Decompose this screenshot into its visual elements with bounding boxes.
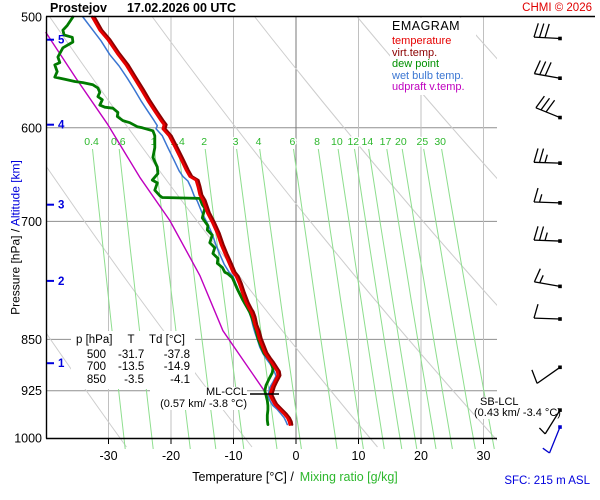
svg-text:20: 20 xyxy=(395,136,407,148)
svg-text:-30: -30 xyxy=(99,449,117,463)
svg-text:0.4: 0.4 xyxy=(84,136,99,148)
y-axis-caption-pressure: Pressure [hPa] / xyxy=(8,226,23,315)
svg-text:20: 20 xyxy=(414,449,428,463)
table-cell: -13.5 xyxy=(118,361,145,373)
ml-ccl-label: ML-CCL xyxy=(206,386,247,398)
table-header-cell: Td [°C] xyxy=(149,334,185,346)
svg-text:5: 5 xyxy=(58,35,65,47)
x-axis-caption-mixing-ratio: Mixing ratio [g/kg] xyxy=(299,470,398,484)
svg-text:3: 3 xyxy=(233,136,239,148)
svg-text:600: 600 xyxy=(21,121,42,135)
svg-text:12: 12 xyxy=(347,136,359,148)
y-axis-caption-altitude: Altitude [km] xyxy=(8,160,23,227)
pressure-axis-labels: 500 600 700 850 925 1000 xyxy=(14,11,42,446)
legend-item: virt.temp. xyxy=(392,46,438,59)
svg-text:3: 3 xyxy=(58,200,64,212)
svg-text:14: 14 xyxy=(362,136,374,148)
svg-text:1000: 1000 xyxy=(14,432,42,446)
svg-text:25: 25 xyxy=(417,136,429,148)
legend-items: temperature virt.temp. dew point wet bulb t… xyxy=(392,35,474,94)
legend-item: udpraft v.temp. xyxy=(392,81,465,93)
svg-text:1: 1 xyxy=(58,358,65,370)
svg-text:-20: -20 xyxy=(162,449,180,463)
x-axis-caption-temperature: Temperature [°C] / xyxy=(192,470,294,484)
temperature-curve xyxy=(90,15,292,426)
legend-title: EMAGRAM xyxy=(392,19,461,33)
table-cell: 500 xyxy=(86,348,106,361)
x-axis-caption: Temperature [°C] / Mixing ratio [g/kg] xyxy=(170,470,420,484)
table-header-cell: T xyxy=(127,334,135,346)
svg-text:-10: -10 xyxy=(224,449,242,463)
svg-text:0: 0 xyxy=(293,449,300,463)
virtual-temperature-curve xyxy=(93,15,294,426)
svg-text:4: 4 xyxy=(256,136,262,148)
legend-item: temperature xyxy=(392,35,452,47)
axis-frame xyxy=(45,15,595,440)
chart-title: Prostejov 17.02.2026 00 UTC xyxy=(50,1,236,15)
svg-text:700: 700 xyxy=(21,215,42,229)
level-data-table: p [hPa] T Td [°C] 500 -31.7 -37.8 700 -13.5 -14.… xyxy=(71,331,195,389)
svg-text:500: 500 xyxy=(21,11,42,25)
station-name: Prostejov xyxy=(50,1,107,15)
y-axis-caption: Pressure [hPa] / Altitude [km] xyxy=(9,128,24,348)
table-cell: -4.1 xyxy=(170,373,190,386)
table-cell: 850 xyxy=(86,373,106,386)
svg-text:4: 4 xyxy=(58,120,65,132)
temperature-axis-labels: -30 -20 -10 0 10 20 30 xyxy=(99,438,490,463)
svg-text:30: 30 xyxy=(477,449,491,463)
legend: EMAGRAM temperature virt.temp. dew point we… xyxy=(390,18,476,95)
legend-item: dew point xyxy=(392,58,440,70)
svg-text:925: 925 xyxy=(21,384,42,398)
svg-text:2: 2 xyxy=(201,136,207,148)
svg-text:10: 10 xyxy=(352,449,366,463)
table-cell: -37.8 xyxy=(163,348,190,361)
sb-lcl-label: SB-LCL xyxy=(480,396,519,408)
table-header-cell: p [hPa] xyxy=(76,334,113,346)
svg-text:17: 17 xyxy=(380,136,392,148)
svg-text:10: 10 xyxy=(331,136,343,148)
legend-item: wet bulb temp. xyxy=(392,69,464,82)
svg-text:8: 8 xyxy=(314,136,320,148)
ml-ccl-annotation: ML-CCL (0.57 km/ -3.8 °C) xyxy=(150,386,247,410)
wet-bulb-curve xyxy=(82,16,289,426)
svg-text:850: 850 xyxy=(21,333,42,347)
svg-text:30: 30 xyxy=(434,136,446,148)
copyright-label: CHMI © 2026 xyxy=(522,2,592,14)
altitude-axis-ticks: 5 4 3 2 1 xyxy=(47,35,65,370)
table-grid: p [hPa] T Td [°C] 500 -31.7 -37.8 700 -13.5 -14.… xyxy=(76,334,190,386)
updraft-virtual-temp-curve xyxy=(45,31,267,394)
sb-lcl-annotation: SB-LCL (0.43 km/ -3.4 °C) xyxy=(474,397,561,419)
table-cell: 700 xyxy=(86,361,106,373)
table-cell: -31.7 xyxy=(118,348,145,361)
ml-ccl-detail: (0.57 km/ -3.8 °C) xyxy=(160,397,247,410)
svg-text:2: 2 xyxy=(58,276,64,288)
table-cell: -3.5 xyxy=(124,373,144,386)
sounding-datetime: 17.02.2026 00 UTC xyxy=(126,1,237,15)
svg-text:6: 6 xyxy=(289,136,295,148)
surface-elevation-label: SFC: 215 m ASL xyxy=(504,475,590,487)
table-cell: -14.9 xyxy=(163,361,190,373)
sb-lcl-detail: (0.43 km/ -3.4 °C) xyxy=(474,407,561,419)
wind-barb-column xyxy=(531,23,562,454)
